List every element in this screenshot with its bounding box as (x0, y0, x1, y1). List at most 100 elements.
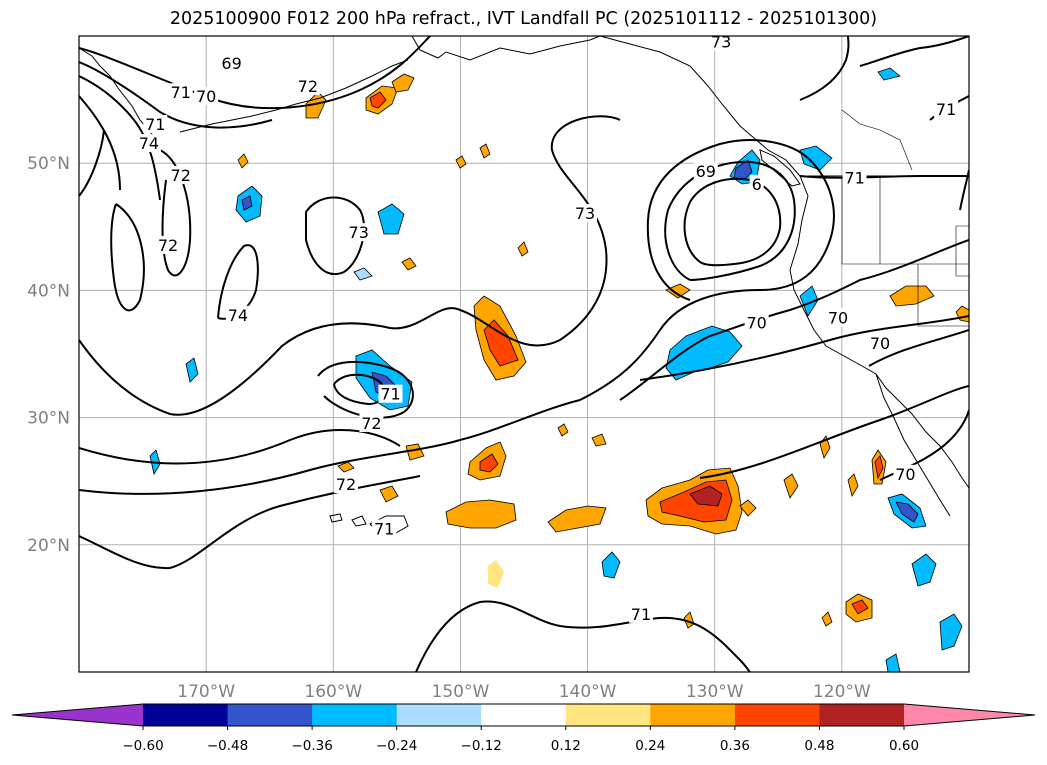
contour-line (79, 61, 273, 129)
us-west-coast (789, 195, 969, 489)
contour-label-bg (295, 76, 320, 95)
contour-label-bg (744, 313, 769, 332)
contour-label-bg (346, 223, 371, 242)
contour-label-bg (143, 115, 168, 134)
colorbar-segment (650, 704, 736, 726)
positive-shading (689, 485, 723, 507)
lat-tick-label: 40°N (27, 281, 70, 301)
colorbar-segment (396, 704, 482, 726)
positive-shading (479, 453, 499, 473)
colorbar-segment (565, 704, 651, 726)
contour-line (699, 385, 969, 479)
contour-label-bg (194, 87, 219, 106)
map-frame (78, 35, 970, 673)
hawaii-maui (351, 515, 367, 527)
colorbar-under-extension (12, 704, 143, 726)
positive-shading (851, 599, 869, 615)
colorbar-segment (734, 704, 820, 726)
contour-label-bg (573, 204, 598, 223)
colorbar-tick-label: 0.12 (551, 738, 581, 754)
colorbar-tick-label: −0.12 (461, 738, 502, 754)
alaska-coast (411, 36, 601, 61)
contour-label-bg (372, 519, 397, 538)
positive-shading (369, 91, 387, 109)
contour-label: 73 (711, 32, 731, 51)
longitude-labels: 170°W 160°W 150°W 140°W 130°W 120°W (177, 682, 871, 702)
colorbar-segment (227, 704, 313, 726)
contour-label-bg (136, 134, 161, 153)
contour-label: 70 (895, 465, 915, 484)
contour-label-bg (893, 464, 918, 483)
contour-line (305, 196, 365, 275)
contour-label: 74 (228, 306, 248, 325)
contour-label: 73 (349, 223, 369, 242)
contour-line (868, 329, 969, 367)
contour-label: 72 (298, 77, 318, 96)
positive-shading (557, 423, 569, 437)
contour-line (79, 399, 581, 495)
positive-shading (483, 319, 519, 367)
lon-tick-label: 170°W (177, 682, 235, 702)
contour-label: 71 (380, 385, 400, 404)
contour-label: 71 (844, 168, 864, 187)
contour-label-bg (842, 168, 867, 187)
contour-line (683, 177, 782, 267)
positive-shading (379, 485, 399, 503)
contour-label: 72 (158, 236, 178, 255)
contour-line (79, 129, 105, 197)
lat-tick-label: 20°N (27, 536, 70, 556)
contour-line (579, 139, 835, 401)
contour-label: 71 (374, 520, 394, 539)
contour-label-bg (334, 475, 358, 494)
positive-shading (391, 73, 415, 93)
contour-label-bg (168, 165, 193, 184)
negative-shading (377, 203, 405, 235)
contour-line (664, 160, 796, 281)
contour-label-bg (709, 36, 734, 51)
contour-label-bg (628, 604, 653, 623)
positive-shading (591, 433, 607, 447)
negative-shading (877, 67, 901, 81)
state-border-3 (917, 264, 969, 327)
colorbar-tick-label: 0.24 (635, 738, 665, 754)
negative-shading (885, 653, 901, 672)
contour-label-bg (359, 413, 384, 432)
vancouver-island (759, 149, 801, 187)
contour-label: 72 (336, 475, 356, 494)
contour-label-bg (156, 235, 180, 254)
positive-shading (739, 499, 757, 517)
colorbar-tick-label: −0.36 (291, 738, 332, 754)
colorbar-tick-label: −0.48 (207, 738, 248, 754)
contour-line (619, 239, 969, 401)
negative-shading (241, 195, 253, 211)
lat-tick-label: 50°N (27, 154, 70, 174)
positive-shading (445, 499, 517, 529)
contour-label: 73 (575, 204, 595, 223)
colorbar-tick-label: 0.60 (889, 738, 919, 754)
contour-label: 69 (221, 54, 241, 73)
contour-label: 69 (696, 162, 716, 181)
contour-label: 74 (139, 134, 159, 153)
lat-tick-label: 30°N (27, 409, 70, 429)
lon-tick-label: 120°W (813, 682, 871, 702)
positive-shading (547, 505, 607, 533)
latitude-labels: 50°N 40°N 30°N 20°N (27, 154, 70, 556)
lon-tick-label: 130°W (686, 682, 744, 702)
negative-shading (895, 501, 919, 523)
colorbar-segment (819, 704, 905, 726)
colorbar-tick-label: 0.48 (804, 738, 834, 754)
contour-line (79, 36, 431, 110)
contour-label: 70 (828, 308, 848, 327)
lon-tick-label: 150°W (432, 682, 490, 702)
negative-shading (911, 553, 937, 587)
map-title: 2025100900 F012 200 hPa refract., IVT La… (169, 9, 878, 29)
contour-label: 72 (361, 414, 381, 433)
colorbar-tick-label: −0.24 (376, 738, 417, 754)
province-border (841, 109, 913, 171)
contour-line (79, 475, 421, 570)
negative-shading (353, 267, 373, 281)
colorbar-segment (312, 704, 398, 726)
positive-shading (821, 611, 833, 627)
negative-shading (939, 613, 963, 651)
lon-tick-label: 140°W (559, 682, 617, 702)
